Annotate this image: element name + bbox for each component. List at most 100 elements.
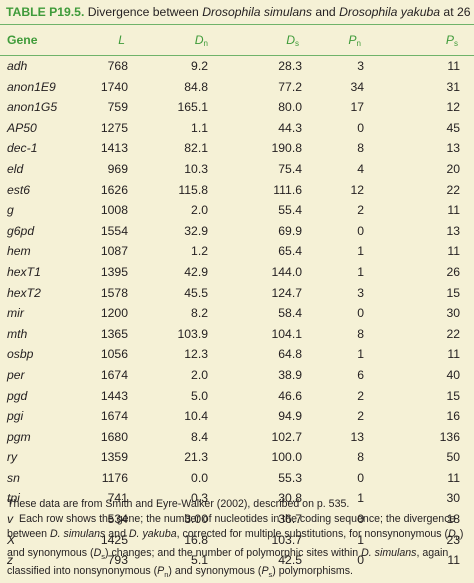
header-pn: Pn bbox=[348, 25, 361, 55]
gene-cell: est6 bbox=[7, 182, 31, 197]
description-segment: s bbox=[268, 570, 273, 580]
description-segment: ) polymorphisms. bbox=[272, 565, 353, 578]
table-row: hexT2 1578 45.5 124.7 3 15 bbox=[0, 283, 474, 304]
header-dn-symbol: D bbox=[194, 33, 204, 47]
gene-cell: anon1G5 bbox=[7, 100, 58, 115]
table-row: g6pd 1554 32.9 69.9 0 13 bbox=[0, 221, 474, 242]
ps-cell: 12 bbox=[446, 100, 460, 115]
table-row: AP50 1275 1.1 44.3 0 45 bbox=[0, 118, 474, 139]
dn-cell: 45.5 bbox=[184, 285, 208, 300]
ds-cell: 102.7 bbox=[271, 429, 303, 444]
dn-cell: 32.9 bbox=[184, 223, 208, 238]
pn-cell: 8 bbox=[357, 326, 364, 341]
gene-cell: mth bbox=[7, 326, 28, 341]
gene-cell: g6pd bbox=[7, 223, 35, 238]
gene-cell: pgm bbox=[7, 429, 31, 444]
header-dn: Dn bbox=[195, 25, 208, 55]
gene-cell: sn bbox=[7, 470, 20, 485]
caption-text-mid: and bbox=[311, 5, 340, 19]
description-segment: Each row shows the gene; the number of n… bbox=[7, 512, 456, 540]
ps-cell: 11 bbox=[447, 203, 460, 218]
length-cell: 534 bbox=[107, 512, 128, 527]
dn-cell: 1.1 bbox=[191, 120, 208, 135]
table-label: TABLE P19.5. bbox=[6, 5, 85, 19]
description-segment: D. yakuba bbox=[128, 527, 177, 540]
ps-cell: 11 bbox=[447, 347, 460, 362]
table-row: mir 1200 8.2 58.4 0 30 bbox=[0, 303, 474, 324]
gene-cell: X bbox=[7, 532, 16, 547]
dn-cell: 5.0 bbox=[191, 388, 208, 403]
table-row: anon1G5 759 165.1 80.0 17 12 bbox=[0, 97, 474, 118]
length-cell: 1395 bbox=[100, 264, 128, 279]
table-body: adh 768 9.2 28.3 3 11 anon1E9 1740 84.8 77.2 34 31 a… bbox=[0, 56, 474, 571]
length-cell: 1740 bbox=[100, 79, 128, 94]
gene-cell: adh bbox=[7, 59, 28, 73]
pn-cell: 0 bbox=[357, 223, 364, 238]
ds-cell: 80.0 bbox=[278, 100, 302, 115]
length-cell: 1275 bbox=[100, 120, 128, 135]
table-row: tpi 741 0.3 30.8 1 30 bbox=[0, 488, 474, 509]
dn-cell: 3.00 bbox=[184, 512, 208, 527]
gene-cell: v bbox=[7, 512, 14, 527]
gene-cell: mir bbox=[7, 306, 24, 321]
length-cell: 1626 bbox=[100, 182, 128, 197]
pn-cell: 0 bbox=[357, 553, 364, 568]
length-cell: 1554 bbox=[100, 223, 128, 238]
description-segment: and bbox=[105, 527, 129, 540]
ds-cell: 103.7 bbox=[271, 532, 303, 547]
header-bottom-rule bbox=[0, 55, 474, 56]
ds-cell: 77.2 bbox=[278, 79, 302, 94]
table-row: ry 1359 21.3 100.0 8 50 bbox=[0, 447, 474, 468]
table-row: sn 1176 0.0 55.3 0 11 bbox=[0, 468, 474, 489]
table-row: osbp 1056 12.3 64.8 1 11 bbox=[0, 344, 474, 365]
table-row: adh 768 9.2 28.3 3 11 bbox=[0, 56, 474, 77]
ps-cell: 15 bbox=[446, 285, 460, 300]
pn-cell: 3 bbox=[357, 59, 364, 73]
header-top-rule bbox=[0, 24, 474, 25]
ps-cell: 20 bbox=[446, 161, 460, 176]
dn-cell: 10.4 bbox=[184, 409, 208, 424]
pn-cell: 34 bbox=[350, 79, 364, 94]
ps-cell: 13 bbox=[446, 223, 460, 238]
description-segment: n bbox=[164, 570, 169, 580]
gene-cell: z bbox=[7, 553, 14, 568]
ps-cell: 136 bbox=[439, 429, 460, 444]
gene-cell: pgi bbox=[7, 409, 24, 424]
length-cell: 768 bbox=[107, 59, 128, 73]
description-segment: D bbox=[93, 546, 102, 559]
ps-cell: 11 bbox=[447, 553, 460, 568]
description-segment: n bbox=[455, 532, 460, 542]
description-segment: P bbox=[157, 565, 165, 578]
header-ds-subscript: s bbox=[295, 39, 299, 48]
length-cell: 1176 bbox=[101, 470, 128, 485]
caption-text-before: Divergence between bbox=[84, 5, 203, 19]
table-row: pgi 1674 10.4 94.9 2 16 bbox=[0, 406, 474, 427]
ps-cell: 30 bbox=[446, 491, 460, 506]
ds-cell: 36.7 bbox=[278, 512, 302, 527]
pn-cell: 2 bbox=[357, 409, 364, 424]
description-segment: ) and synonymous ( bbox=[7, 527, 464, 559]
length-cell: 1674 bbox=[100, 409, 128, 424]
pn-cell: 1 bbox=[357, 244, 364, 259]
gene-cell: AP50 bbox=[7, 120, 37, 135]
ps-cell: 22 bbox=[446, 182, 460, 197]
length-cell: 1359 bbox=[100, 450, 128, 465]
dn-cell: 2.0 bbox=[191, 203, 208, 218]
header-ps-symbol: P bbox=[445, 33, 454, 47]
gene-cell: dec-1 bbox=[7, 141, 38, 156]
gene-cell: hem bbox=[7, 244, 31, 259]
header-ds: Ds bbox=[286, 25, 299, 55]
table-caption: TABLE P19.5. Divergence between Drosophi… bbox=[0, 0, 474, 24]
ps-cell: 13 bbox=[446, 141, 460, 156]
ps-cell: 31 bbox=[446, 79, 460, 94]
pn-cell: 0 bbox=[357, 120, 364, 135]
pn-cell: 8 bbox=[357, 450, 364, 465]
ds-cell: 30.8 bbox=[278, 491, 302, 506]
dn-cell: 8.2 bbox=[191, 306, 208, 321]
length-cell: 741 bbox=[107, 491, 128, 506]
ds-cell: 38.9 bbox=[278, 367, 302, 382]
ps-cell: 45 bbox=[446, 120, 460, 135]
ps-cell: 22 bbox=[446, 326, 460, 341]
gene-cell: osbp bbox=[7, 347, 34, 362]
dn-cell: 84.8 bbox=[184, 79, 208, 94]
